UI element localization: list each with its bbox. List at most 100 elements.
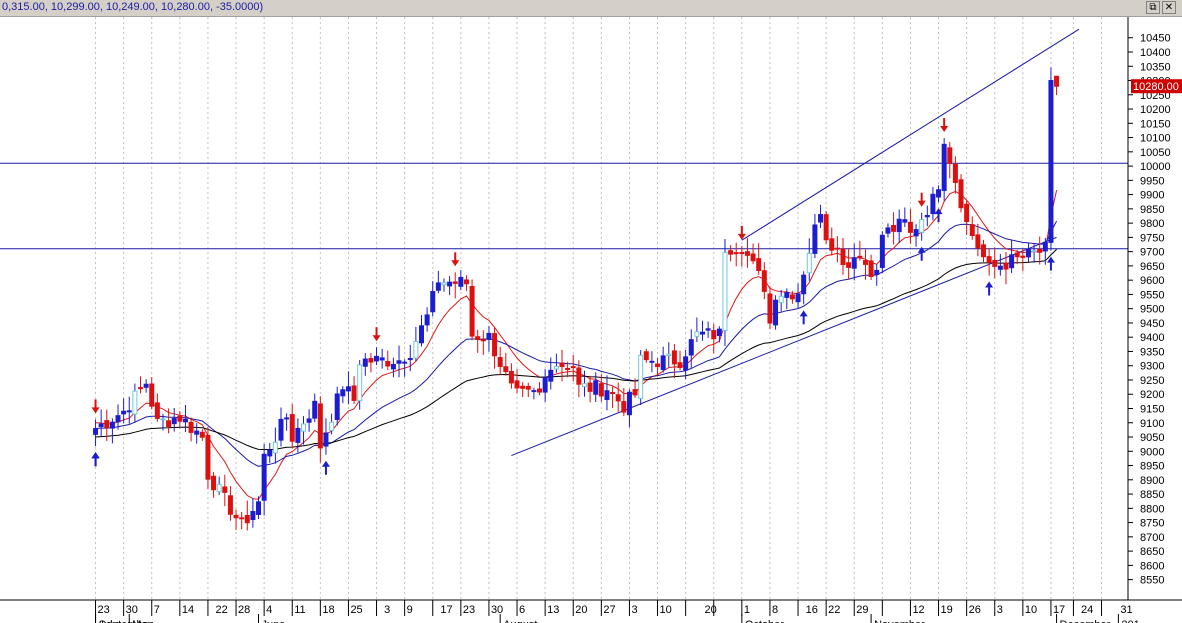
date-tick-label: 28 [238,604,250,616]
candle-body [424,314,430,326]
candle [98,409,104,437]
candle-body [615,394,621,402]
candle-body [390,363,396,370]
date-tick-label: 22 [828,604,840,616]
candle-body [576,367,582,385]
candle [576,360,582,398]
price-tick-label: 10200 [1140,104,1171,116]
candle-body [132,390,138,415]
candle-body [368,358,374,363]
candle-body [463,279,469,285]
date-tick-label: 22 [216,604,228,616]
price-tick-label: 8650 [1140,546,1164,558]
candle [329,413,335,435]
candle [441,278,447,292]
price-tick-label: 9250 [1140,375,1164,387]
candle-body [986,256,992,263]
candlesticks [93,67,1060,531]
candle [924,205,930,227]
price-tick-label: 8800 [1140,503,1164,515]
candle [862,249,868,280]
candle [216,476,222,495]
price-tick-label: 9200 [1140,389,1164,401]
candle [761,262,767,300]
candle-body [621,401,627,413]
date-tick-label: 27 [603,604,615,616]
candle-body [385,360,391,367]
candle-body [1009,254,1015,269]
candle [688,329,694,368]
candle [312,393,318,423]
candle-body [548,369,554,382]
date-tick-label: 26 [969,604,981,616]
close-window-button[interactable]: ✕ [1162,1,1176,14]
candle [1054,75,1060,96]
ohlc-readout: 0,315.00, 10,299.00, 10,249.00, 10,280.0… [2,1,264,13]
candle [430,281,436,317]
price-tick-label: 8550 [1140,575,1164,587]
candle-body [744,251,750,256]
candle [154,393,160,422]
trend-line [741,28,1080,241]
date-tick-label: 8 [772,604,778,616]
candle-body [503,366,509,373]
candle [166,408,172,434]
candle [728,245,734,262]
candle-body [351,385,357,401]
candle [851,243,857,281]
candle-body [233,514,239,519]
sell-arrow [940,118,949,133]
candle-body [913,229,919,237]
candle [913,224,919,247]
candle [458,270,464,291]
price-tick-label: 10100 [1140,133,1171,145]
buy-arrow [91,452,100,467]
candle [902,207,908,228]
month-label: August [503,619,537,623]
price-tick-label: 9150 [1140,404,1164,416]
candle [626,389,632,428]
candle [907,208,913,244]
price-tick-label: 8750 [1140,518,1164,530]
candle-body [182,418,188,423]
month-label: October [745,619,784,623]
price-tick-label: 9800 [1140,218,1164,230]
buy-arrow-head [1046,256,1055,263]
candle [632,378,638,398]
candle [716,326,722,343]
candle-body [728,250,734,255]
candle-body [334,393,340,420]
candle [188,417,194,442]
candle-body [402,361,408,364]
candle [452,272,458,299]
candle [705,321,711,338]
candle-body [492,333,498,357]
sell-arrow-head [917,200,926,207]
candle-body [104,420,110,429]
candle [919,212,925,241]
last-price-label: 10280.00 [1133,81,1179,93]
candle-body [711,330,717,340]
candle [402,359,408,377]
candle-body [211,475,217,491]
date-tick-label: 6 [519,604,525,616]
candle [295,418,301,453]
restore-window-button[interactable]: ⧉ [1146,1,1160,14]
date-tick-label: 4 [266,604,272,616]
price-tick-label: 9750 [1140,232,1164,244]
candle-body [593,380,599,395]
price-tick-label: 9400 [1140,332,1164,344]
candle-body [115,415,121,423]
candle-body [475,336,481,341]
candle [1020,248,1026,272]
candle [239,512,245,530]
price-tick-label: 9950 [1140,175,1164,187]
price-tick-label: 8700 [1140,532,1164,544]
date-tick-label: 24 [1081,604,1093,616]
candle [565,361,571,378]
date-tick-label: 30 [491,604,503,616]
price-tick-label: 8850 [1140,489,1164,501]
candle [857,240,863,261]
candle-body [632,389,638,396]
candle [525,382,531,398]
